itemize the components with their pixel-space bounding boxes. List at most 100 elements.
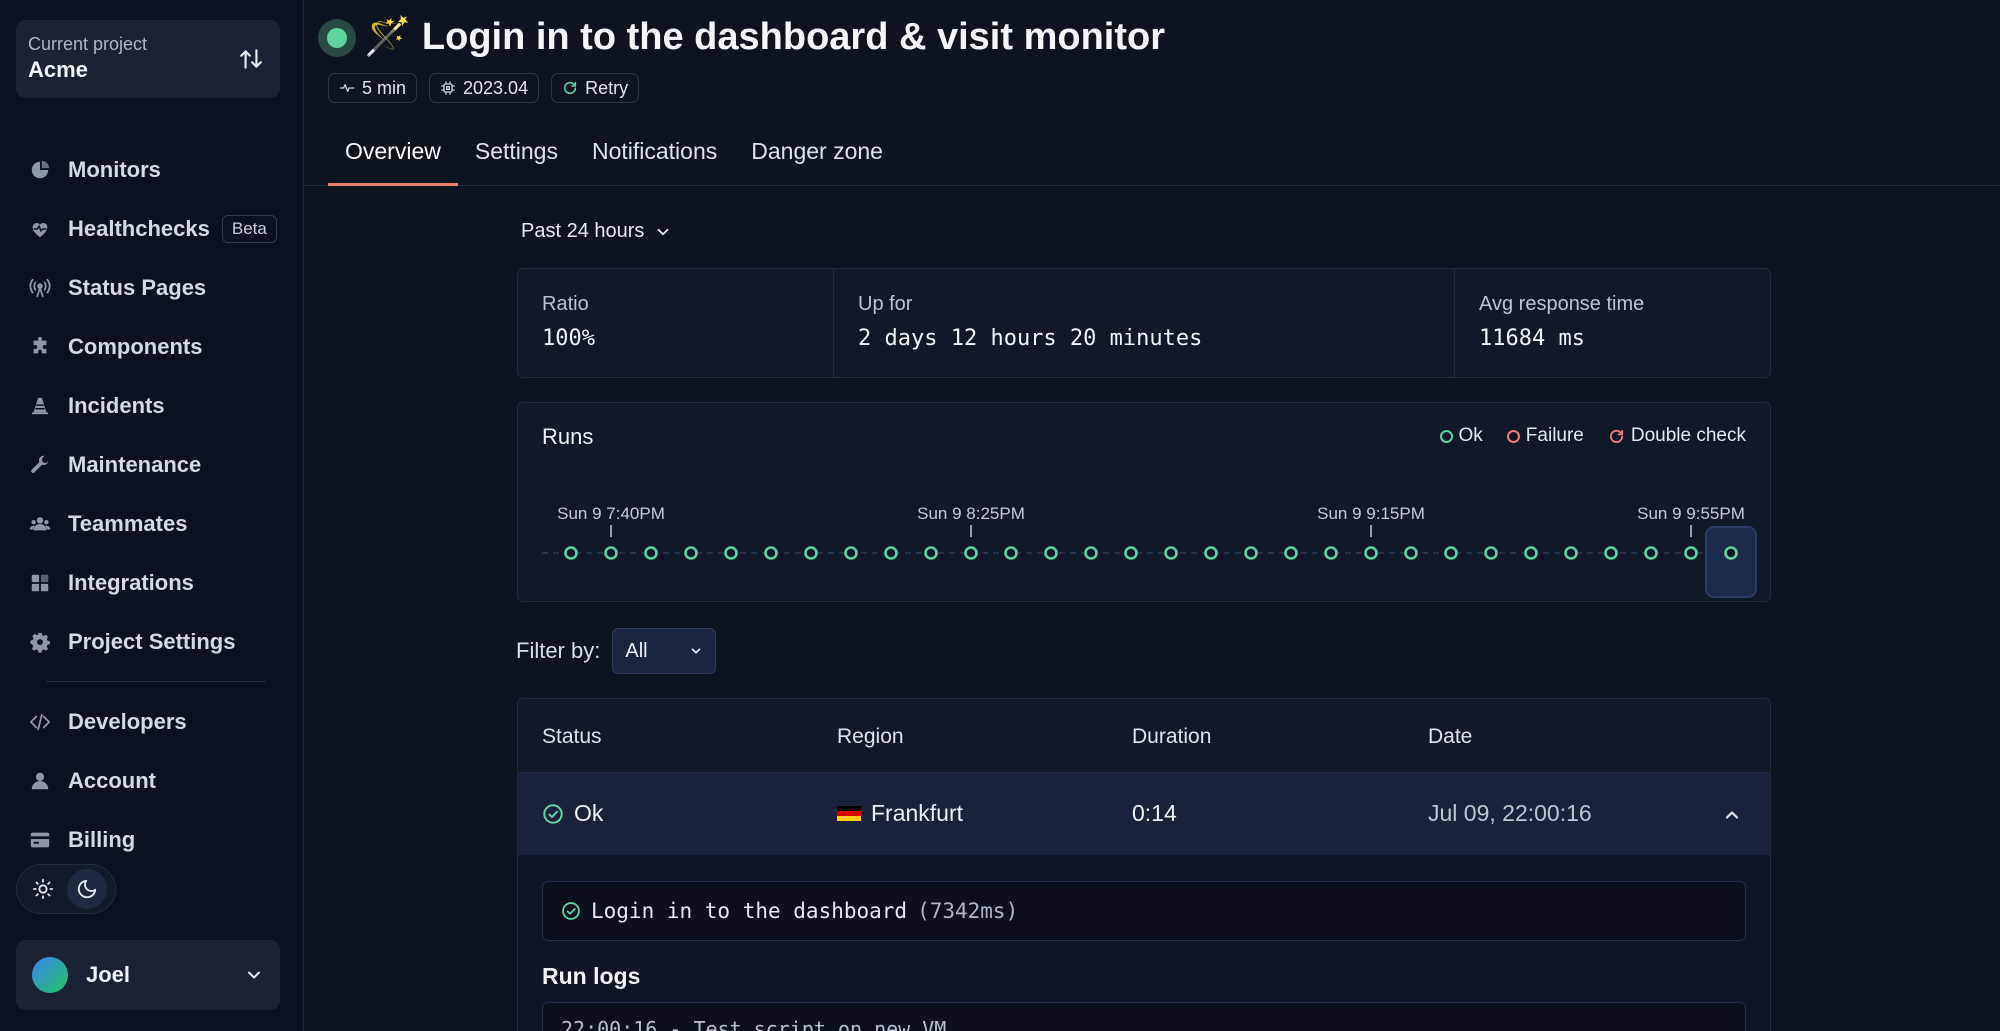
run-point[interactable] (804, 546, 818, 560)
run-point[interactable] (1324, 546, 1338, 560)
sidebar-item-label: Healthchecks (68, 215, 210, 241)
retry-icon (563, 81, 577, 95)
run-point[interactable] (724, 546, 738, 560)
users-icon (28, 512, 52, 536)
sidebar-item-label: Integrations (68, 569, 194, 595)
run-point[interactable] (1004, 546, 1018, 560)
light-theme-button[interactable] (23, 869, 63, 909)
run-point[interactable] (604, 546, 618, 560)
step-name: Login in to the dashboard (591, 899, 908, 923)
germany-flag-icon (837, 805, 861, 822)
swap-arrows-icon (240, 49, 262, 69)
run-point[interactable] (924, 546, 938, 560)
monitor-header: 🪄 Login in to the dashboard & visit moni… (304, 0, 2000, 186)
project-switcher[interactable]: Current project Acme (16, 20, 280, 98)
row-status: Ok (542, 800, 603, 827)
sidebar-item-monitors[interactable]: Monitors (16, 140, 286, 199)
run-point[interactable] (1524, 546, 1538, 560)
beta-badge: Beta (221, 214, 277, 243)
credit-card-icon (28, 828, 52, 852)
run-point[interactable] (964, 546, 978, 560)
run-point[interactable] (764, 546, 778, 560)
legend-label: Failure (1525, 425, 1584, 446)
sidebar-item-components[interactable]: Components (16, 317, 286, 376)
legend-label: Ok (1458, 425, 1483, 446)
run-point[interactable] (1404, 546, 1418, 560)
legend-failure: Failure (1506, 425, 1584, 447)
run-point[interactable] (1644, 546, 1658, 560)
stat-ratio: Ratio 100% (518, 269, 834, 377)
run-point[interactable] (1124, 546, 1138, 560)
column-header-status: Status (542, 725, 602, 748)
project-caption: Current project (28, 34, 148, 54)
stat-value: 2 days 12 hours 20 minutes (858, 326, 1203, 351)
run-point[interactable] (1244, 546, 1258, 560)
status-indicator (318, 19, 356, 57)
tab-overview[interactable]: Overview (328, 130, 458, 186)
time-range-dropdown[interactable]: Past 24 hours (521, 220, 672, 243)
double-check-icon (1609, 429, 1623, 443)
sidebar-item-healthchecks[interactable]: Healthchecks Beta (16, 199, 286, 258)
user-menu[interactable]: Joel (16, 940, 280, 1010)
dark-theme-button[interactable] (67, 869, 107, 909)
sidebar-item-billing[interactable]: Billing (16, 810, 286, 869)
run-point[interactable] (844, 546, 858, 560)
run-point[interactable] (644, 546, 658, 560)
tab-danger-zone[interactable]: Danger zone (751, 138, 883, 164)
sidebar-item-status-pages[interactable]: Status Pages (16, 258, 286, 317)
version-chip: 2023.04 (429, 73, 540, 103)
retry-chip[interactable]: Retry (551, 73, 640, 103)
legend-ok: Ok (1439, 425, 1483, 447)
sidebar-item-teammates[interactable]: Teammates (16, 494, 286, 553)
user-name: Joel (86, 962, 131, 987)
sidebar-item-incidents[interactable]: Incidents (16, 376, 286, 435)
runs-title: Runs (542, 424, 594, 449)
user-icon (28, 769, 52, 793)
run-point[interactable] (1444, 546, 1458, 560)
stat-value: 100% (542, 326, 595, 351)
step-duration: (7342ms) (917, 899, 1019, 923)
tab-notifications[interactable]: Notifications (591, 138, 718, 164)
moon-icon (77, 879, 97, 899)
sidebar-item-account[interactable]: Account (16, 751, 286, 810)
column-header-date: Date (1428, 725, 1473, 748)
run-point[interactable] (1044, 546, 1058, 560)
run-point[interactable] (1204, 546, 1218, 560)
run-point[interactable] (1684, 546, 1698, 560)
chevron-up-icon[interactable] (1722, 805, 1742, 825)
legend-label: Double check (1630, 425, 1746, 446)
sidebar-item-label: Project Settings (68, 628, 236, 654)
gear-icon (28, 630, 52, 654)
sidebar-item-project-settings[interactable]: Project Settings (16, 612, 286, 671)
stat-label: Avg response time (1479, 293, 1645, 315)
column-header-duration: Duration (1132, 725, 1212, 748)
run-logs-box: 22:00:16 - Test script on new VM (542, 1002, 1746, 1031)
run-point[interactable] (1364, 546, 1378, 560)
run-point[interactable] (1164, 546, 1178, 560)
sidebar-item-maintenance[interactable]: Maintenance (16, 435, 286, 494)
run-point[interactable] (1724, 546, 1738, 560)
run-point[interactable] (1484, 546, 1498, 560)
check-step: Login in to the dashboard (7342ms) (542, 881, 1746, 941)
column-header-region: Region (837, 725, 904, 748)
puzzle-icon (28, 335, 52, 359)
run-point[interactable] (1084, 546, 1098, 560)
sidebar-item-label: Teammates (68, 510, 188, 536)
sidebar-item-label: Account (68, 767, 156, 793)
run-point[interactable] (884, 546, 898, 560)
run-point[interactable] (684, 546, 698, 560)
broadcast-icon (28, 276, 52, 300)
sidebar-item-integrations[interactable]: Integrations (16, 553, 286, 612)
run-point[interactable] (1284, 546, 1298, 560)
status-filter-select[interactable]: All (612, 628, 717, 674)
run-point[interactable] (1564, 546, 1578, 560)
page-title: 🪄 Login in to the dashboard & visit moni… (364, 15, 1165, 59)
tab-settings[interactable]: Settings (474, 138, 558, 164)
time-axis-label: Sun 9 9:15PM (1317, 504, 1425, 523)
run-point[interactable] (564, 546, 578, 560)
run-point[interactable] (1604, 546, 1618, 560)
heart-pulse-icon (28, 217, 52, 241)
selected-run-highlight (1705, 526, 1757, 598)
table-row[interactable]: Ok Frankfurt 0:14 Jul 09, 22:00:16 (518, 773, 1770, 855)
sidebar-item-developers[interactable]: Developers (16, 692, 286, 751)
